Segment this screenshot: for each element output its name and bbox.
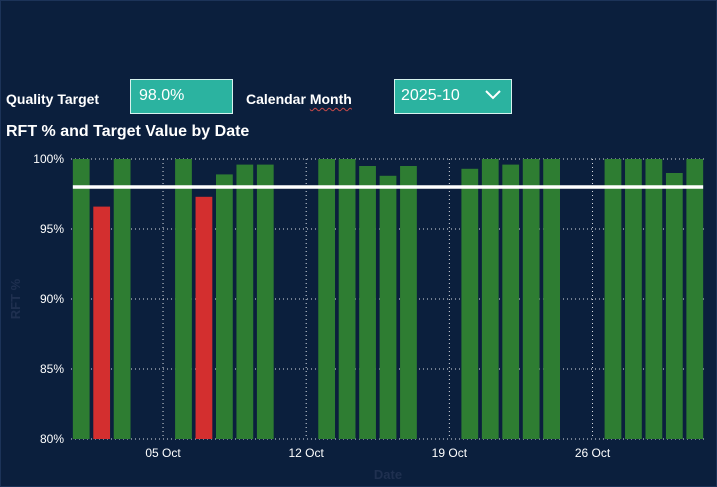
calendar-month-dropdown[interactable]: 2025-10 [394, 79, 512, 114]
y-tick-label: 100% [33, 152, 64, 166]
bar [686, 159, 704, 439]
bar [379, 175, 397, 440]
chevron-down-icon[interactable] [485, 89, 501, 101]
y-tick-label: 80% [40, 432, 64, 446]
x-tick-label: 05 Oct [145, 446, 181, 460]
x-tick-label: 12 Oct [289, 446, 325, 460]
rft-bar-chart: 80% 85% 90% 95% 100% 05 Oct 12 Oct 19 Oct 26 Oct… [8, 152, 705, 482]
calendar-month-label-word1: Calendar [246, 91, 310, 107]
bar [338, 159, 356, 439]
y-axis-title: RFT % [8, 278, 23, 319]
y-tick-label: 85% [40, 362, 64, 376]
bar [72, 159, 90, 439]
bar [522, 159, 540, 439]
bar [113, 159, 131, 439]
calendar-month-label: Calendar Month [246, 91, 352, 107]
bar [543, 159, 560, 439]
bar [216, 174, 233, 439]
bar [481, 159, 499, 439]
bar [236, 164, 254, 439]
bar [195, 196, 213, 439]
bar [461, 168, 479, 440]
bar [318, 159, 336, 439]
x-axis-title: Date [374, 467, 402, 482]
bar [256, 164, 274, 439]
bar [359, 166, 376, 439]
calendar-month-value: 2025-10 [401, 87, 460, 104]
x-tick-label: 19 Oct [432, 446, 468, 460]
bar [665, 173, 683, 439]
bar [604, 159, 622, 439]
chart-title: RFT % and Target Value by Date [6, 123, 250, 140]
bar [175, 159, 192, 439]
bar [625, 159, 642, 439]
y-tick-label: 95% [40, 222, 64, 236]
quality-target-input[interactable]: 98.0% [130, 79, 233, 114]
bar [645, 159, 663, 439]
bar [93, 206, 111, 439]
calendar-month-label-word2: Month [309, 91, 352, 107]
bar [502, 164, 520, 439]
x-tick-label: 26 Oct [575, 446, 611, 460]
quality-target-label: Quality Target [6, 91, 100, 107]
y-tick-label: 90% [40, 292, 64, 306]
bar [400, 166, 417, 439]
